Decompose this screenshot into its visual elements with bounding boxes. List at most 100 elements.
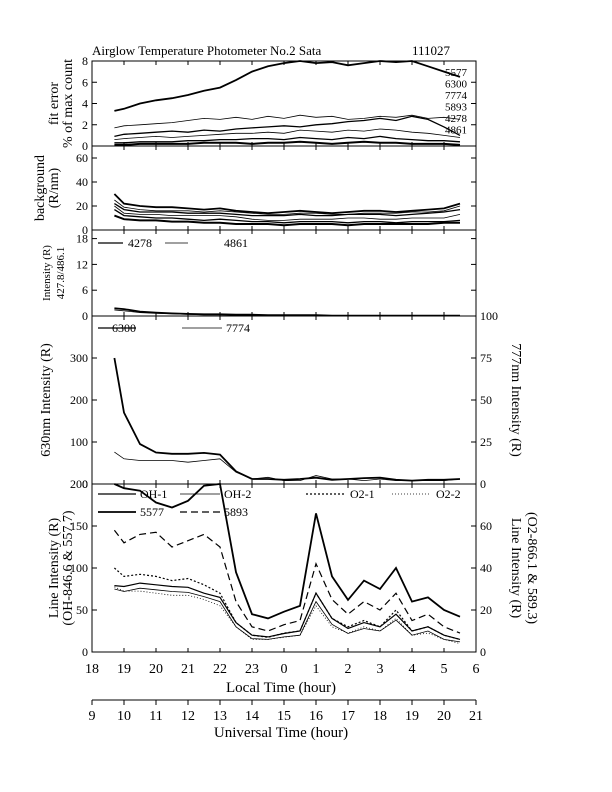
series-line-4278 [114,307,460,317]
universal-time-tick-label: 11 [149,709,162,724]
legend-label-o2-2: O2-2 [436,487,461,501]
y-tick-label: 6 [82,283,88,297]
y2-tick-label: 100 [480,309,498,323]
series-line-o2-1 [114,567,461,640]
background-panel: 0 20 40 60 background (R/nm) [33,145,477,237]
y-tick-label: 18 [76,232,88,246]
series-line-3 [114,203,461,217]
y-tick-label: 0 [82,309,88,323]
local-time-tick-label: 3 [377,662,384,677]
blue-line-intensity-panel: 0 6 12 18 Intensity (R) 427.8/486.1 4278 4861 [41,229,477,323]
series-line-oh-1 [114,582,461,640]
universal-time-tick-label: 12 [181,709,195,724]
series-line-oh-2 [114,587,461,643]
series-line-2 [114,199,461,215]
y-tick-label: 200 [70,393,88,407]
red-line-intensity-panel: 0 100 200 300 0 25 50 75 100 630nm Intensity (R) 7… [39,309,523,491]
series-line-4278 [114,135,461,144]
legend-label-oh-2: OH-2 [224,487,251,501]
y2-tick-label: 0 [480,477,486,491]
y-tick-label: 300 [70,351,88,365]
local-time-tick-label: 2 [345,662,352,677]
y-tick-label: 0 [82,477,88,491]
legend-label-6300: 6300 [112,321,136,335]
universal-time-axis: 9 10 11 12 13 14 15 16 17 18 19 20 21 [89,699,483,724]
y-axis-label: 630nm Intensity (R) [39,343,54,457]
y-tick-label: 0 [82,223,88,237]
local-time-axis-label: Local Time (hour) [226,680,336,696]
local-time-tick-label: 5 [441,662,448,677]
y2-tick-label: 75 [480,351,492,365]
legend-label-6300: 6300 [445,79,468,91]
y2-axis-label: 777nm Intensity (R) [508,343,523,457]
y-tick-label: 50 [76,603,88,617]
y-axis-label: fit error [47,82,62,125]
series-line-5577 [114,483,461,620]
legend-label-4278: 4278 [128,236,152,250]
y-tick-label: 40 [76,175,88,189]
series-line-7774 [114,115,461,138]
series-line-5893 [114,128,461,140]
y-axis-label: (OH-846.6 & 557.7) [61,510,76,625]
series-line-1 [113,193,461,215]
universal-time-tick-label: 17 [341,709,355,724]
local-time-axis: 18 19 20 21 22 23 0 1 2 3 4 5 6 [85,662,480,677]
local-time-tick-label: 6 [473,662,480,677]
universal-time-tick-label: 16 [309,709,323,724]
series-line-4 [114,205,461,221]
y-tick-label: 100 [70,435,88,449]
universal-time-tick-label: 18 [373,709,387,724]
local-time-tick-label: 22 [213,662,227,677]
series-line-4861 [114,140,461,146]
legend-label-7774: 7774 [226,321,250,335]
local-time-tick-label: 19 [117,662,131,677]
y-axis-label: % of max count [61,59,76,148]
y-tick-label: 200 [70,477,88,491]
series-line-5893 [113,529,461,634]
y-tick-label: 8 [82,54,88,68]
y-axis-label: 427.8/486.1 [55,247,67,300]
y-tick-label: 150 [70,519,88,533]
y-tick-label: 4 [82,97,88,111]
legend-label-o2-1: O2-1 [350,487,375,501]
y2-axis-label: (O2-866.1 & 589.3) [524,512,539,624]
series-line-7774 [114,451,461,482]
y-tick-label: 2 [82,118,88,132]
local-time-tick-label: 23 [245,662,259,677]
universal-time-tick-label: 19 [405,709,419,724]
legend-label-4278: 4278 [445,113,468,125]
y2-tick-label: 20 [480,603,492,617]
y2-tick-label: 50 [480,393,492,407]
y-tick-label: 60 [76,151,88,165]
local-time-tick-label: 21 [181,662,195,677]
universal-time-tick-label: 20 [437,709,451,724]
universal-time-axis-label: Universal Time (hour) [214,725,348,741]
y-tick-label: 0 [82,645,88,659]
y2-tick-label: 60 [480,519,492,533]
series-line-6300 [114,114,461,129]
legend-label-5577: 5577 [140,505,164,519]
universal-time-tick-label: 14 [245,709,259,724]
y-tick-label: 6 [82,75,88,89]
series-line-5577 [114,60,461,112]
y2-axis-label: Line Intensity (R) [508,518,523,619]
y2-tick-label: 25 [480,435,492,449]
local-time-tick-label: 0 [281,662,288,677]
universal-time-tick-label: 10 [117,709,131,724]
y-axis-label: (R/nm) [47,167,62,208]
y-tick-label: 100 [70,561,88,575]
legend-label-5577: 5577 [445,67,468,79]
y-axis-label: Line Intensity (R) [47,518,62,619]
legend-label-5893: 5893 [445,102,468,114]
local-time-tick-label: 18 [85,662,99,677]
fit-error-panel: 0 2 4 6 8 fit error% of max count 557763007774… [47,54,477,153]
y-tick-label: 12 [76,257,88,271]
y-axis-label: background [33,155,48,221]
legend-label-4861: 4861 [224,236,248,250]
y2-tick-label: 40 [480,561,492,575]
y-axis-label: Intensity (R) [41,245,53,301]
plot-frame [91,315,477,485]
figure-title: Airglow Temperature Photometer No.2 Sata [92,43,322,58]
